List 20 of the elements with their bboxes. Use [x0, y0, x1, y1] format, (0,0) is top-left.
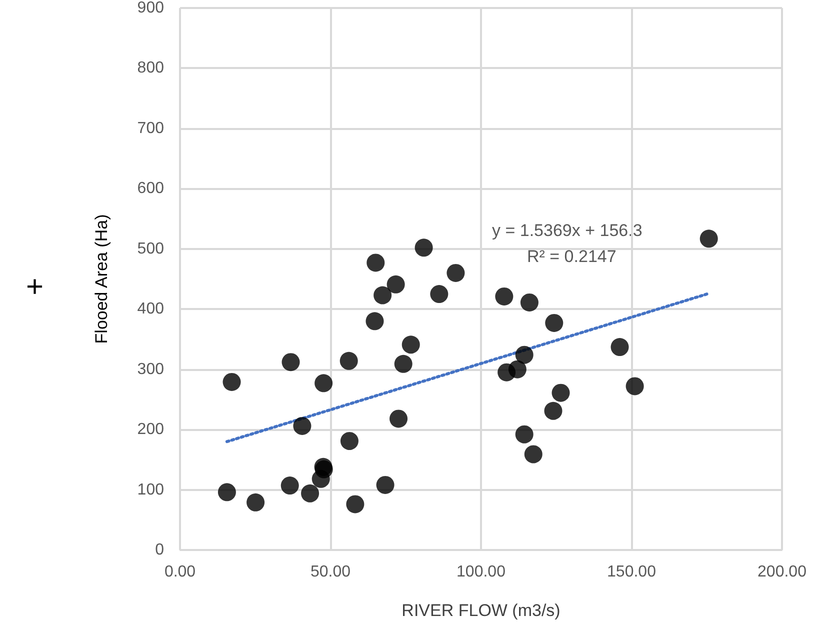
y-tick-label: 300: [137, 360, 164, 378]
annotation: y = 1.5369x + 156.3: [492, 221, 642, 240]
x-tick-label: 200.00: [758, 564, 807, 580]
x-tick-label: 0.00: [164, 564, 196, 580]
x-axis-title: RIVER FLOW (m3/s): [402, 601, 560, 620]
y-tick-label: 800: [137, 60, 164, 77]
y-axis-title: Flooed Area (Ha): [92, 214, 111, 344]
x-tick-label: 150.00: [607, 564, 656, 580]
y-tick-label: 400: [137, 300, 164, 318]
y-tick-label: 500: [137, 240, 164, 258]
x-tick-label: 100.00: [456, 564, 506, 580]
text: +: [26, 270, 44, 304]
x-tick-label: 50.00: [310, 564, 351, 580]
y-tick-label: 200: [137, 421, 164, 438]
y-tick-label: 700: [137, 120, 164, 137]
y-tick-label: 900: [137, 0, 164, 16]
y-tick-label: 600: [137, 180, 164, 198]
y-tick-label: 100: [137, 481, 164, 498]
annotation: R² = 0.2147: [527, 247, 616, 266]
y-tick-label: 0: [155, 542, 164, 558]
